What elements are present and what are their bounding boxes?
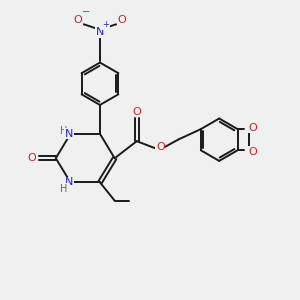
Text: N: N [65,177,73,188]
Text: H: H [60,184,68,194]
Text: O: O [132,107,141,117]
Text: O: O [28,153,37,163]
Text: O: O [249,147,257,157]
Text: H: H [60,126,68,136]
Text: +: + [102,20,109,29]
Text: O: O [118,15,126,26]
Text: O: O [249,123,257,133]
Text: −: − [82,8,90,17]
Text: N: N [96,27,104,37]
Text: N: N [65,129,73,139]
Text: O: O [156,142,165,152]
Text: O: O [74,15,82,26]
